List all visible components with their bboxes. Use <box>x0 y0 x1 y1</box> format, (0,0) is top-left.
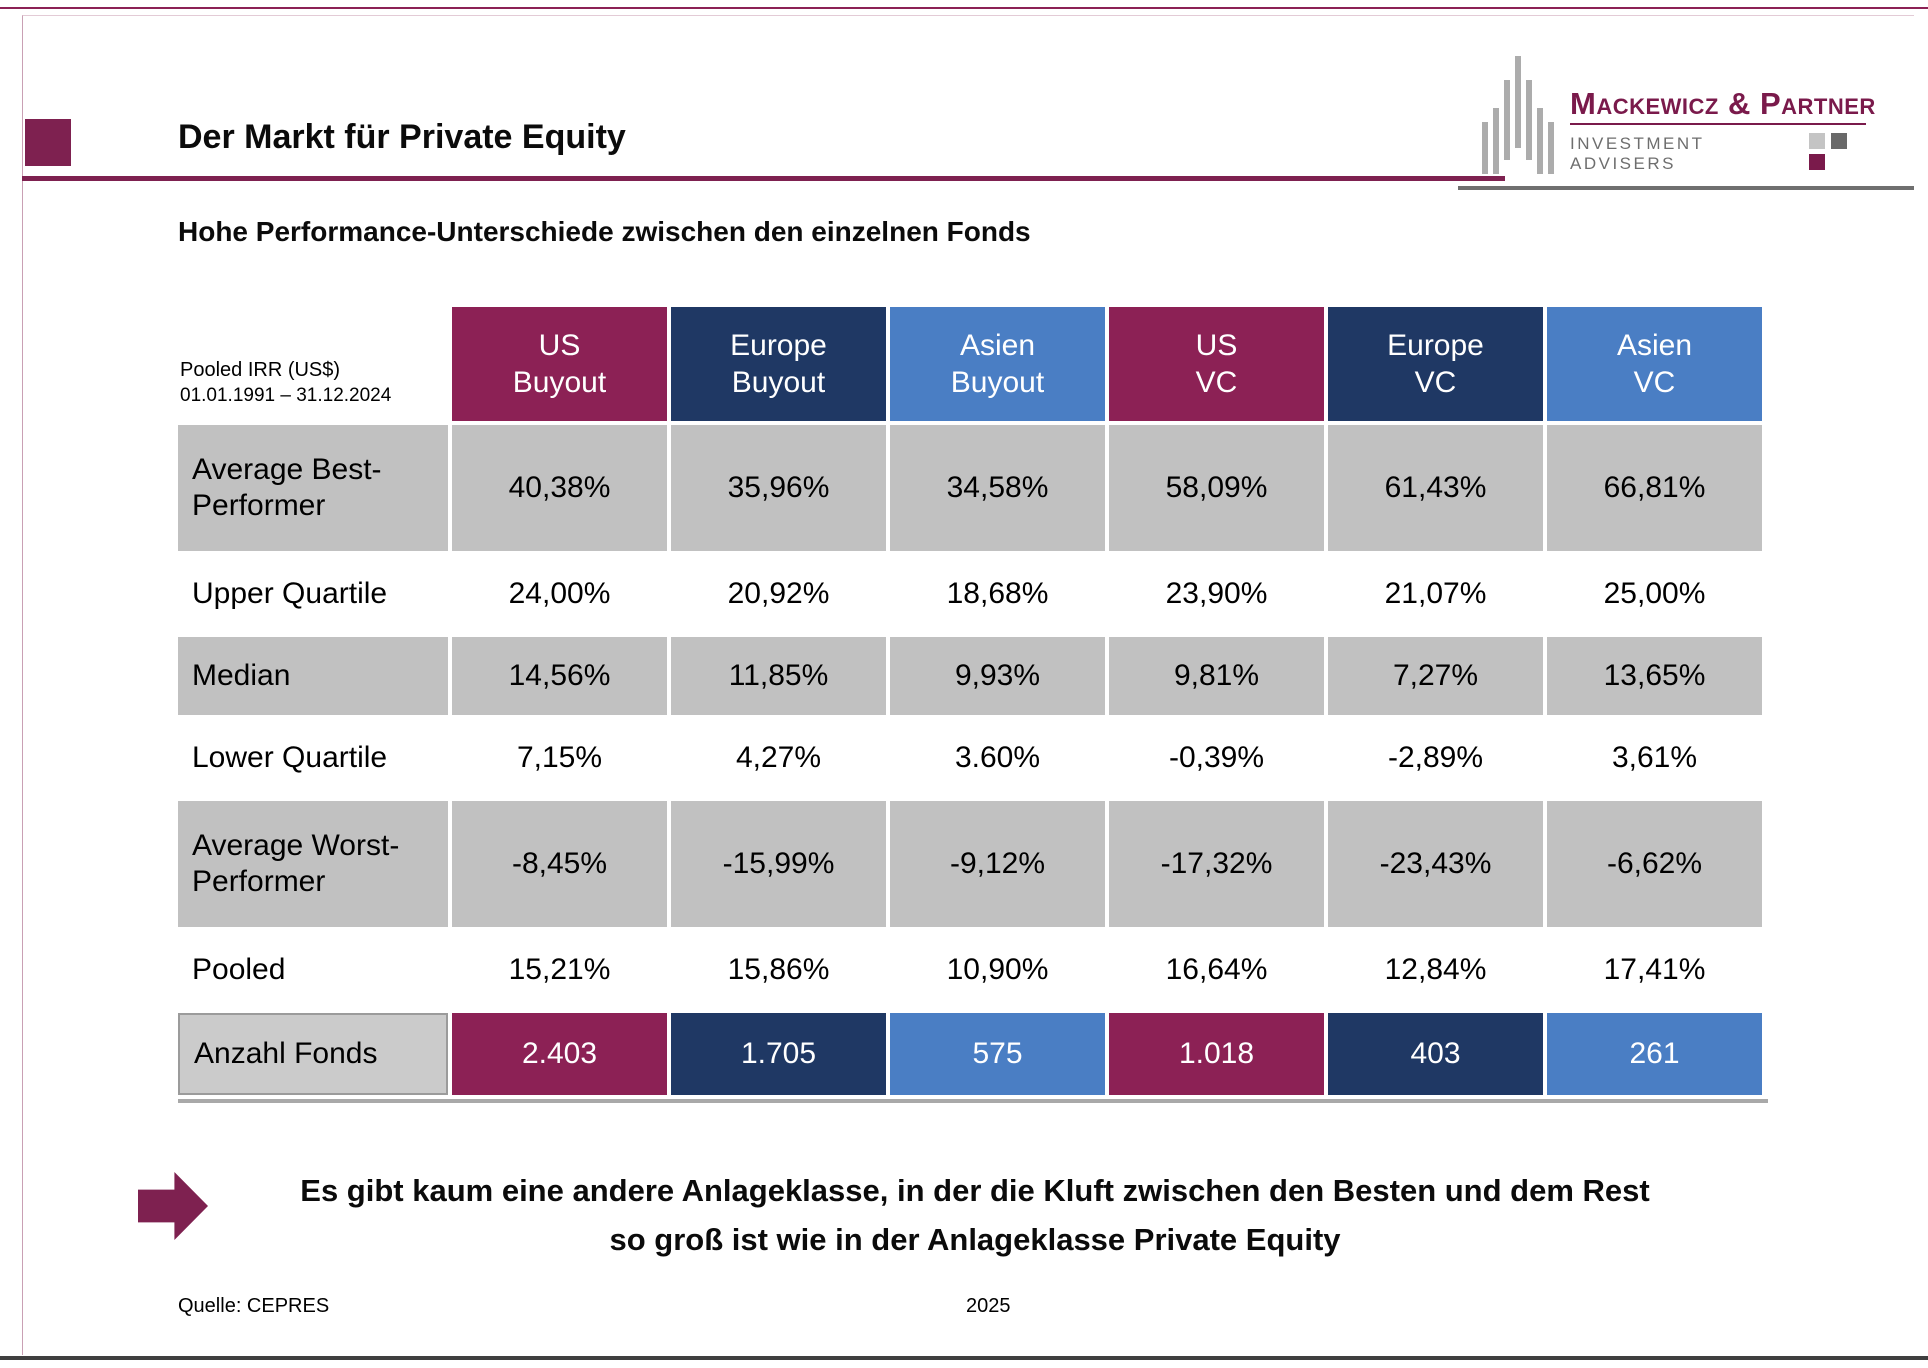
table-row-pooled: Pooled 15,21% 15,86% 10,90% 16,64% 12,84… <box>178 931 1762 1009</box>
title-accent-square <box>25 119 71 166</box>
irr-table: Pooled IRR (US$) 01.01.1991 – 31.12.2024… <box>174 303 1766 1099</box>
logo-underline <box>1570 123 1866 125</box>
table-cell: 7,27% <box>1328 637 1543 715</box>
row-label: Average Worst- Performer <box>178 801 448 927</box>
table-cell: -9,12% <box>890 801 1105 927</box>
conclusion-text: Es gibt kaum eine andere Anlageklasse, i… <box>180 1166 1770 1264</box>
column-header-asien-vc: Asien VC <box>1547 307 1762 421</box>
row-label: Upper Quartile <box>192 577 388 610</box>
table-cell: -17,32% <box>1109 801 1324 927</box>
company-logo: Mackewicz & Partner INVESTMENT ADVISERS <box>1482 56 1876 175</box>
table-header-row: Pooled IRR (US$) 01.01.1991 – 31.12.2024… <box>178 307 1762 421</box>
row-label: Lower Quartile <box>192 741 388 774</box>
table-cell: 9,81% <box>1109 637 1324 715</box>
table-cell: 13,65% <box>1547 637 1762 715</box>
table-cell: 17,41% <box>1603 953 1706 986</box>
row-label: Average Best- Performer <box>178 425 448 551</box>
logo-text-block: Mackewicz & Partner INVESTMENT ADVISERS <box>1570 86 1876 175</box>
top-border-line <box>0 7 1928 9</box>
table-cell: 58,09% <box>1109 425 1324 551</box>
source-note: Quelle: CEPRES <box>178 1295 330 1317</box>
corner-label-metric: Pooled IRR (US$) <box>180 359 341 381</box>
table-cell: 403 <box>1328 1013 1543 1095</box>
table-row-average-best: Average Best- Performer 40,38% 35,96% 34… <box>178 425 1762 551</box>
logo-company-name: Mackewicz & Partner <box>1570 86 1876 121</box>
logo-tagline-row: INVESTMENT ADVISERS <box>1570 133 1866 175</box>
logo-squares-icon <box>1803 133 1866 175</box>
table-cell: 12,84% <box>1384 953 1487 986</box>
table-corner-label: Pooled IRR (US$) 01.01.1991 – 31.12.2024 <box>178 307 448 421</box>
column-header-asien-buyout: Asien Buyout <box>890 307 1105 421</box>
table-cell: 23,90% <box>1165 577 1268 610</box>
column-header-us-vc: US VC <box>1109 307 1324 421</box>
row-label: Median <box>178 637 448 715</box>
table-cell: 1.705 <box>671 1013 886 1095</box>
logo-tagline: INVESTMENT ADVISERS <box>1570 134 1705 173</box>
column-header-europe-vc: Europe VC <box>1328 307 1543 421</box>
table-cell: 35,96% <box>671 425 886 551</box>
table-cell: -8,45% <box>452 801 667 927</box>
table-row-average-worst: Average Worst- Performer -8,45% -15,99% … <box>178 801 1762 927</box>
table-cell: 3,61% <box>1611 741 1698 774</box>
conclusion-line-1: Es gibt kaum eine andere Anlageklasse, i… <box>300 1173 1650 1208</box>
table-cell: -2,89% <box>1387 741 1484 774</box>
table-cell: 9,93% <box>890 637 1105 715</box>
table-cell: 1.018 <box>1109 1013 1324 1095</box>
table-row-anzahl-fonds: Anzahl Fonds 2.403 1.705 575 1.018 403 2… <box>178 1013 1762 1095</box>
table-cell: 575 <box>890 1013 1105 1095</box>
table-cell: 66,81% <box>1547 425 1762 551</box>
table-cell: 10,90% <box>946 953 1049 986</box>
table-cell: 11,85% <box>671 637 886 715</box>
table-bottom-shadow <box>178 1099 1768 1103</box>
slide-subtitle: Hohe Performance-Unterschiede zwischen d… <box>178 216 1031 247</box>
corner-label-period: 01.01.1991 – 31.12.2024 <box>180 385 392 406</box>
table-cell: 4,27% <box>735 741 822 774</box>
footer-year: 2025 <box>966 1295 1011 1317</box>
table-cell: 18,68% <box>946 577 1049 610</box>
column-header-europe-buyout: Europe Buyout <box>671 307 886 421</box>
row-label: Anzahl Fonds <box>178 1013 448 1095</box>
table-cell: -0,39% <box>1168 741 1265 774</box>
table-cell: 61,43% <box>1328 425 1543 551</box>
table-cell: 21,07% <box>1384 577 1487 610</box>
bottom-border-line <box>0 1356 1928 1360</box>
table-cell: 40,38% <box>452 425 667 551</box>
table-cell: 261 <box>1547 1013 1762 1095</box>
table-cell: -6,62% <box>1547 801 1762 927</box>
table-cell: 16,64% <box>1165 953 1268 986</box>
table-cell: 24,00% <box>508 577 611 610</box>
column-header-us-buyout: US Buyout <box>452 307 667 421</box>
page-title: Der Markt für Private Equity <box>178 118 626 156</box>
logo-underline-rule <box>1458 186 1914 190</box>
table-cell: 25,00% <box>1603 577 1706 610</box>
slide-frame-line <box>22 15 1914 1355</box>
table-cell: -15,99% <box>671 801 886 927</box>
table-cell: 15,86% <box>727 953 830 986</box>
table-cell: 15,21% <box>508 953 611 986</box>
table-cell: 7,15% <box>516 741 603 774</box>
title-underline <box>22 176 1505 181</box>
logo-skyline-icon <box>1482 56 1554 174</box>
table-row-lower-quartile: Lower Quartile 7,15% 4,27% 3.60% -0,39% … <box>178 719 1762 797</box>
table-cell: -23,43% <box>1328 801 1543 927</box>
table-cell: 14,56% <box>452 637 667 715</box>
table-row-upper-quartile: Upper Quartile 24,00% 20,92% 18,68% 23,9… <box>178 555 1762 633</box>
table-cell: 20,92% <box>727 577 830 610</box>
table-cell: 2.403 <box>452 1013 667 1095</box>
conclusion-line-2: so groß ist wie in der Anlageklasse Priv… <box>609 1222 1341 1257</box>
table-cell: 3.60% <box>954 741 1041 774</box>
row-label: Pooled <box>192 953 286 986</box>
table-cell: 34,58% <box>890 425 1105 551</box>
table-row-median: Median 14,56% 11,85% 9,93% 9,81% 7,27% 1… <box>178 637 1762 715</box>
